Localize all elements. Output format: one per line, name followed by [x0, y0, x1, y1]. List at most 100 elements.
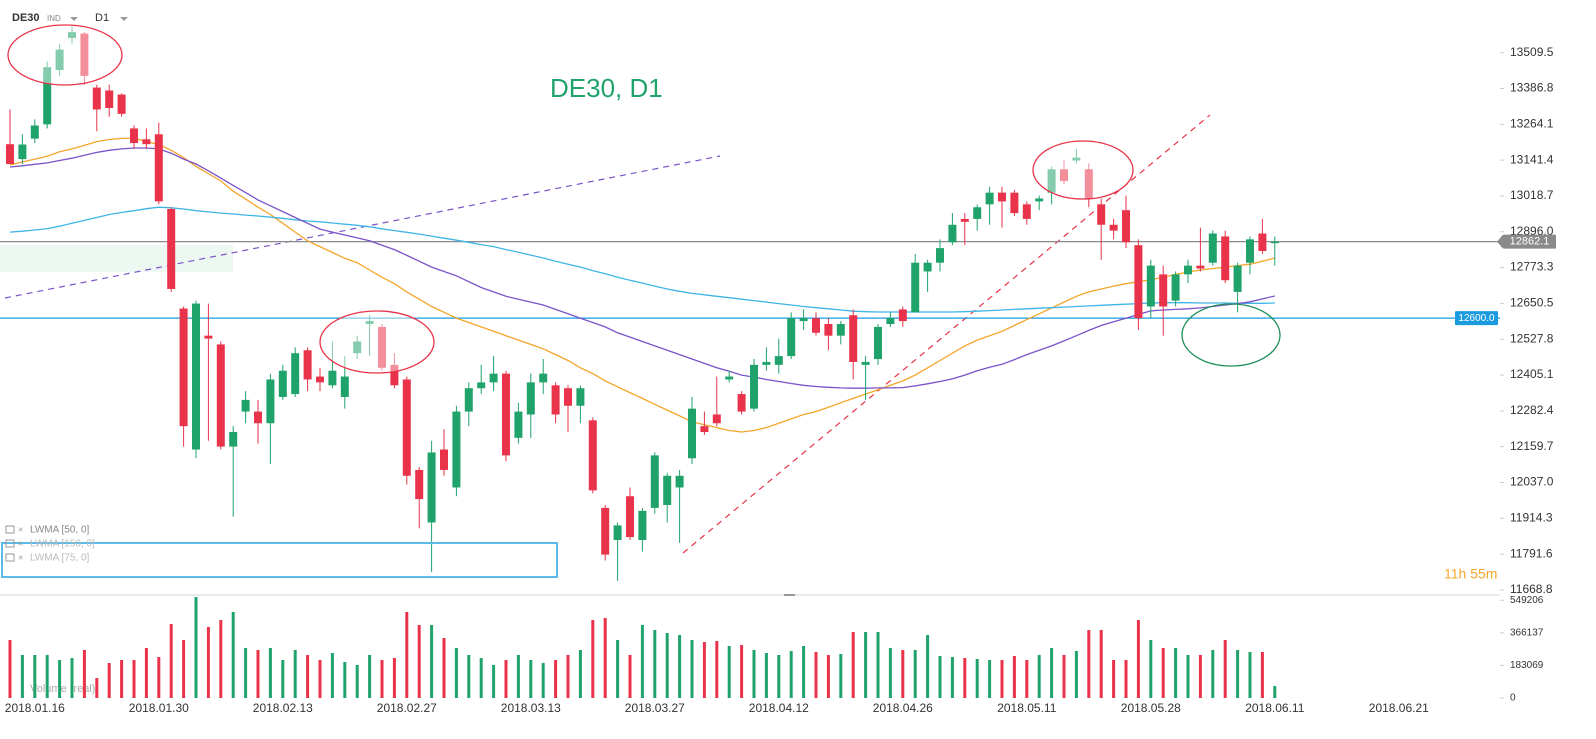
- volume-bar: [566, 654, 570, 698]
- volume-bar: [1186, 654, 1190, 698]
- legend-close[interactable]: ×: [18, 524, 23, 534]
- volume-bar: [901, 649, 905, 698]
- y-tick-label: 11914.3: [1510, 510, 1553, 524]
- legend-close[interactable]: ×: [18, 538, 23, 548]
- legend-icon: [5, 525, 15, 534]
- candle-body: [489, 373, 498, 383]
- highlight-circle: [319, 310, 435, 374]
- volume-bar: [467, 654, 471, 698]
- legend-close[interactable]: ×: [18, 552, 23, 562]
- volume-bar: [628, 654, 632, 698]
- volume-bar: [268, 647, 272, 698]
- volume-bar: [157, 656, 161, 698]
- candle-body: [998, 192, 1006, 202]
- candle-body: [564, 388, 572, 406]
- candle-body: [1246, 239, 1254, 263]
- volume-bar: [665, 632, 669, 698]
- candle-body: [1221, 236, 1230, 281]
- volume-bar: [1074, 650, 1078, 698]
- candle-body: [874, 326, 882, 360]
- volume-bar: [1136, 619, 1140, 698]
- candle-body: [836, 324, 845, 336]
- candle-body: [154, 134, 163, 202]
- candle-body: [316, 376, 324, 383]
- candle-body: [1171, 274, 1180, 301]
- y-tick-label: 12527.8: [1510, 331, 1554, 345]
- candle-body: [241, 399, 250, 412]
- candle-body: [762, 361, 771, 365]
- volume-bar: [826, 654, 830, 698]
- volume-bar: [355, 664, 359, 698]
- x-tick-label: 2018.05.11: [997, 701, 1056, 715]
- candle-body: [638, 510, 647, 540]
- candle-body: [936, 248, 944, 263]
- volume-bar: [578, 649, 582, 698]
- candle-body: [576, 388, 585, 406]
- dropdown-arrow[interactable]: [120, 17, 128, 21]
- candle-body: [700, 426, 709, 432]
- volume-bar: [1112, 659, 1116, 698]
- candle-body: [303, 350, 312, 380]
- volume-bar: [1037, 654, 1041, 698]
- volume-bar: [1236, 649, 1240, 698]
- volume-bar: [653, 629, 657, 698]
- volume-bar: [343, 661, 347, 698]
- candle-body: [1060, 169, 1068, 181]
- y-tick-label: 11791.6: [1510, 546, 1553, 560]
- candle-body: [365, 321, 374, 324]
- legend-label: LWMA [150, 0]: [30, 539, 95, 550]
- candle-body: [452, 411, 461, 488]
- x-tick-label: 2018.01.16: [5, 701, 65, 715]
- y-tick-label: 13141.4: [1510, 152, 1554, 166]
- x-tick-label: 2018.04.26: [873, 701, 933, 715]
- volume-bar: [1260, 651, 1264, 698]
- volume-bar: [1050, 647, 1054, 698]
- volume-bar: [640, 624, 644, 698]
- trend-line: [682, 114, 1211, 554]
- candle-body: [216, 344, 225, 447]
- volume-bar: [33, 654, 37, 698]
- volume-bar: [58, 659, 62, 698]
- y-tick-label: 12282.4: [1510, 403, 1554, 417]
- candle-body: [1196, 265, 1205, 269]
- candle-body: [799, 318, 808, 322]
- candle-body: [254, 411, 262, 424]
- candle-body: [1035, 198, 1044, 202]
- y-tick-label: 0: [1510, 693, 1516, 704]
- candle-body: [30, 125, 39, 139]
- volume-bar: [1198, 654, 1202, 698]
- symbol-tag: IND: [47, 14, 61, 23]
- volume-bar: [20, 654, 24, 698]
- symbol[interactable]: DE30: [12, 12, 40, 24]
- candle-body: [1134, 245, 1143, 319]
- dropdown-arrow[interactable]: [70, 17, 78, 21]
- y-tick-label: 11668.8: [1510, 582, 1553, 596]
- volume-bar: [814, 651, 818, 698]
- timeframe[interactable]: D1: [95, 12, 109, 24]
- candle-body: [117, 94, 126, 114]
- candle-body: [68, 32, 76, 38]
- candle-body: [737, 394, 746, 412]
- candle-body: [55, 49, 64, 71]
- y-tick-label: 12159.7: [1510, 439, 1554, 453]
- candle-body: [105, 90, 114, 108]
- volume-bar: [913, 649, 917, 698]
- volume-bar: [306, 654, 310, 698]
- volume-bar: [678, 634, 682, 698]
- volume-bar: [95, 677, 99, 698]
- volume-bar: [107, 662, 111, 698]
- ma-line: [9, 206, 1275, 313]
- candle-body: [402, 379, 411, 476]
- candle-body: [130, 128, 138, 144]
- volume-bar: [504, 659, 508, 698]
- volume-bar: [330, 652, 334, 698]
- highlight-zone: [0, 245, 233, 272]
- candle-body: [1270, 241, 1279, 244]
- volume-bar: [70, 657, 74, 698]
- candle-body: [192, 303, 200, 450]
- candle-body: [340, 376, 349, 397]
- candle-body: [477, 382, 486, 389]
- candle-body: [1072, 157, 1081, 161]
- candle-body: [390, 364, 399, 386]
